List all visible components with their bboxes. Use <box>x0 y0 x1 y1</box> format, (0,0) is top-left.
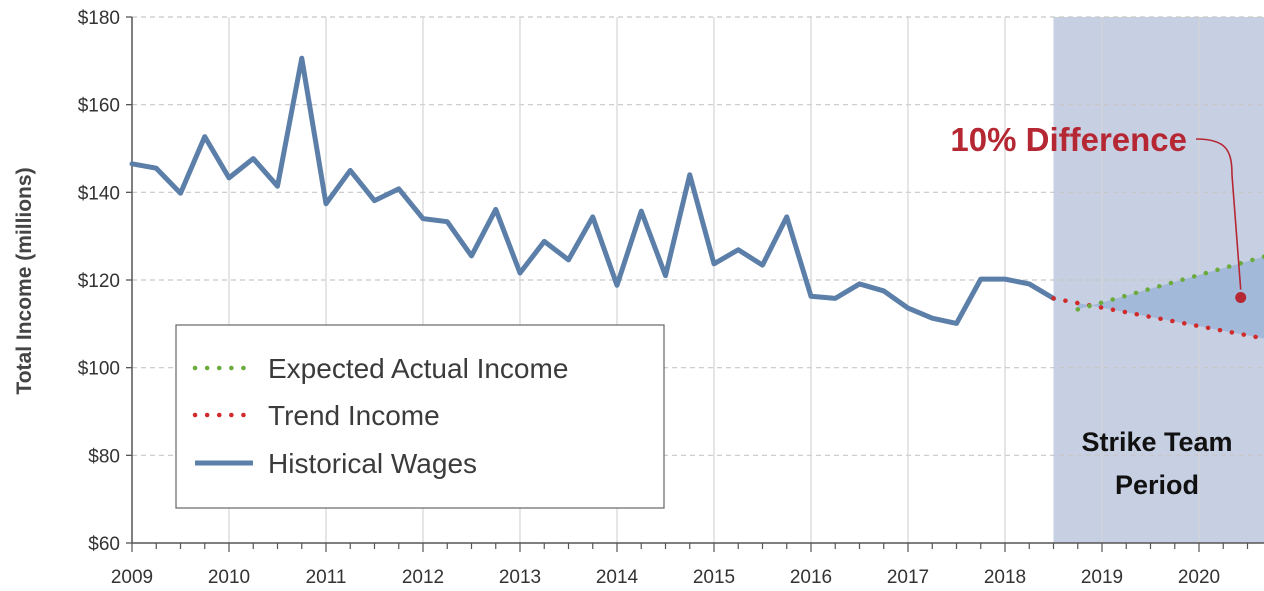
difference-fill <box>1077 256 1264 339</box>
x-tick-label: 2009 <box>111 567 153 588</box>
x-tick-label: 2018 <box>984 567 1026 588</box>
x-tick-label: 2016 <box>790 567 832 588</box>
y-tick-label: $180 <box>78 8 120 29</box>
x-tick-label: 2015 <box>693 567 735 588</box>
y-tick-label: $120 <box>78 271 120 292</box>
y-axis-title: Total Income (millions) <box>13 167 36 394</box>
x-tick-label: 2011 <box>306 567 347 588</box>
series-historical-wages <box>129 55 1056 326</box>
strike-period-label-line2: Period <box>1115 470 1199 500</box>
difference-annotation-leader <box>1195 138 1242 290</box>
y-tick-label: $140 <box>78 183 120 204</box>
y-tick-label: $80 <box>88 446 120 467</box>
difference-annotation: 10% Difference <box>950 121 1187 158</box>
legend-label-historical: Historical Wages <box>268 448 477 479</box>
y-tick-label: $160 <box>78 96 120 117</box>
legend-label-trend: Trend Income <box>268 400 440 431</box>
x-tick-label: 2014 <box>596 567 639 588</box>
legend: Expected Actual Income Trend Income Hist… <box>175 324 665 509</box>
x-tick-label: 2020 <box>1178 567 1220 588</box>
x-tick-label: 2019 <box>1081 567 1123 588</box>
axes: $60 $80 $100 $120 $140 $160 $180 2009 2010 2011 20… <box>78 8 1264 588</box>
x-tick-label: 2010 <box>208 567 250 588</box>
series <box>129 55 1264 341</box>
x-tick-label: 2013 <box>499 567 541 588</box>
x-tick-label: 2012 <box>402 567 444 588</box>
legend-label-expected: Expected Actual Income <box>268 353 568 384</box>
legend-box <box>175 324 665 509</box>
y-tick-label: $60 <box>88 534 120 555</box>
strike-period-label-line1: Strike Team <box>1081 427 1232 457</box>
x-tick-label: 2017 <box>887 567 929 588</box>
y-tick-label: $100 <box>78 359 120 380</box>
difference-annotation-marker <box>1235 292 1247 304</box>
